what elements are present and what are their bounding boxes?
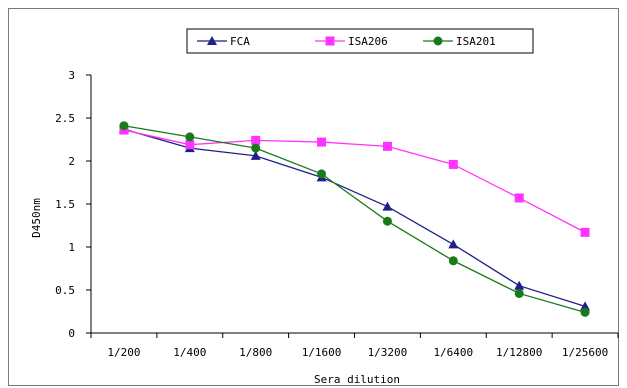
legend-marker-fca [207, 36, 217, 45]
data-point-fca [580, 301, 591, 311]
legend-marker-isa201 [433, 36, 443, 46]
data-point-fca [448, 239, 459, 249]
y-axis-label: D450nm [30, 198, 43, 238]
legend: FCA ISA206 ISA201 [186, 28, 534, 54]
data-point-isa201 [514, 288, 524, 298]
series-line-isa201 [123, 125, 586, 313]
legend-label-fca: FCA [230, 35, 250, 48]
x-tick-label: 1/800 [239, 346, 272, 359]
y-tick-label: 3 [68, 69, 75, 82]
x-tick-label: 1/3200 [368, 346, 408, 359]
legend-label-isa201: ISA201 [456, 35, 496, 48]
y-tick-label: 1 [68, 241, 75, 254]
data-point-fca [514, 280, 525, 290]
data-point-isa206 [251, 135, 261, 145]
data-point-fca [382, 201, 393, 211]
data-point-isa206 [185, 140, 195, 150]
axes: 0 0.5 1 1.5 2 2.5 3 1/200 1/400 1/800 1/1600 1/3200… [55, 69, 619, 359]
data-point-isa201 [119, 121, 129, 131]
legend-label-isa206: ISA206 [348, 35, 388, 48]
data-point-fca [250, 150, 261, 160]
data-point-isa206 [580, 227, 590, 237]
x-tick-label: 1/400 [173, 346, 206, 359]
data-point-isa201 [382, 216, 392, 226]
data-point-isa206 [514, 193, 524, 203]
series-fca [118, 124, 591, 311]
y-tick-label: 0.5 [55, 284, 75, 297]
data-point-isa206 [382, 141, 392, 151]
x-tick-label: 1/1600 [302, 346, 342, 359]
data-point-isa201 [185, 132, 195, 142]
x-axis-label: Sera dilution [314, 373, 400, 386]
series-line-isa206 [123, 129, 586, 233]
y-tick-label: 1.5 [55, 198, 75, 211]
y-tick-label: 2 [68, 155, 75, 168]
data-point-isa201 [580, 307, 590, 317]
x-tick-label: 1/25600 [562, 346, 608, 359]
x-tick-label: 1/6400 [433, 346, 473, 359]
series-isa206 [119, 125, 590, 237]
data-point-isa201 [448, 256, 458, 266]
y-tick-label: 2.5 [55, 112, 75, 125]
data-point-isa206 [448, 159, 458, 169]
x-tick-label: 1/12800 [496, 346, 542, 359]
data-point-isa201 [251, 143, 261, 153]
series-isa201 [119, 121, 590, 317]
legend-box [186, 28, 534, 54]
series-line-fca [123, 128, 586, 307]
legend-marker-isa206 [325, 36, 335, 46]
data-point-isa206 [317, 137, 327, 147]
data-point-isa201 [317, 169, 327, 179]
x-tick-label: 1/200 [107, 346, 140, 359]
y-tick-label: 0 [68, 327, 75, 340]
series-layer [118, 121, 591, 317]
